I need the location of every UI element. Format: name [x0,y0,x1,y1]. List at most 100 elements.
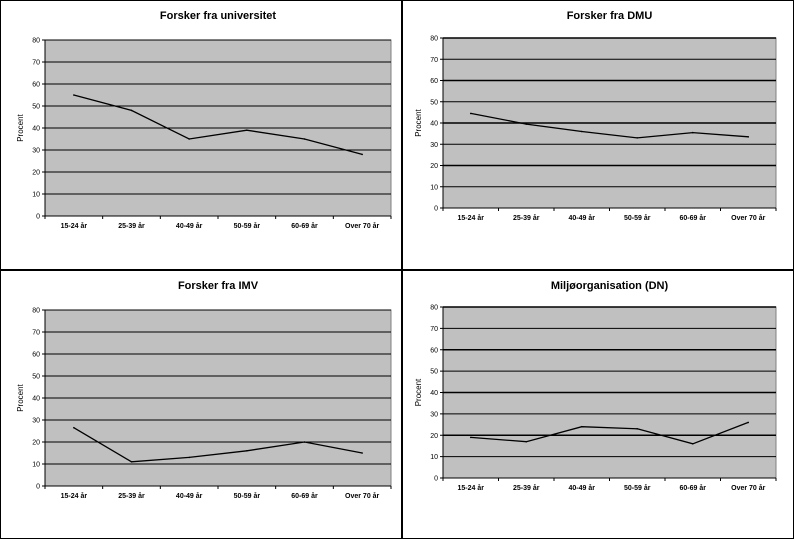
x-tick-label: 50-59 år [234,492,261,500]
y-axis-label: Procent [414,108,423,136]
y-axis-label: Procent [16,113,25,141]
data-point [73,94,75,96]
data-point [747,136,750,138]
x-tick-label: Over 70 år [731,484,766,492]
y-tick-label: 80 [430,305,438,312]
y-tick-label: 80 [430,36,438,43]
y-tick-label: 30 [430,142,438,149]
data-point [73,426,75,429]
data-point [130,109,133,112]
series-line [470,112,749,139]
y-tick-label: 20 [430,163,438,170]
y-axis-label: Procent [414,378,423,406]
data-point [246,129,248,131]
x-tick-label: 60-69 år [291,492,318,500]
data-point [469,436,472,439]
y-axis-label: Procent [16,383,25,411]
y-tick-label: 70 [32,60,40,67]
y-tick-label: 20 [32,170,40,177]
y-tick-label: 60 [430,347,438,354]
y-tick-label: 0 [434,206,438,213]
chart-svg-3: Miljøorganisation (DN) 0 10 20 30 40 50 60 70 80 1… [402,270,794,539]
x-tick-label: 60-69 år [680,214,707,222]
y-tick-label: 70 [430,326,438,333]
y-tick-label: 10 [32,462,40,469]
x-tick-label: 15-24 år [61,492,88,500]
data-point [580,425,583,428]
x-tick-label: 25-39 år [513,214,540,222]
x-tick-label: 40-49 år [176,222,203,230]
x-tick-label: 25-39 år [118,222,145,230]
data-point [469,112,472,115]
y-tick-label: 40 [430,121,438,128]
y-tick-label: 60 [32,82,40,89]
series-line [73,94,363,156]
y-tick-label: 50 [430,369,438,376]
chart-svg-0: Forsker fra universitet 0 10 20 30 40 50 60 70 80… [0,0,402,270]
x-tick-label: 15-24 år [458,214,485,222]
data-point [188,456,190,459]
y-tick-label: 80 [32,308,40,315]
y-tick-label: 60 [32,352,40,359]
chart-title: Miljøorganisation (DN) [551,280,669,292]
data-point [361,452,363,454]
data-point [636,428,639,430]
y-tick-label: 30 [32,148,40,155]
data-point [747,421,750,424]
x-tick-label: 25-39 år [513,484,540,492]
series-line [470,421,749,445]
series-line [73,427,363,463]
y-tick-label: 0 [434,476,438,483]
x-tick-label: Over 70 år [345,222,380,230]
data-point [636,137,639,139]
y-tick-label: 20 [430,433,438,440]
data-point [303,138,306,140]
y-tick-label: 30 [32,418,40,425]
y-tick-label: 80 [32,38,40,45]
y-tick-label: 60 [430,78,438,85]
y-tick-label: 0 [36,214,40,221]
x-tick-label: 40-49 år [176,492,203,500]
data-point [361,153,363,156]
data-point [691,443,694,445]
x-tick-label: Over 70 år [731,214,766,222]
data-point [580,130,583,133]
y-tick-label: 50 [32,104,40,111]
chart-svg-2: Forsker fra IMV 0 10 20 30 40 50 60 70 80 15-24 år… [0,270,402,539]
y-tick-label: 40 [430,390,438,397]
y-tick-label: 10 [32,192,40,199]
x-tick-label: 25-39 år [118,492,145,500]
x-tick-label: 50-59 år [624,214,651,222]
y-tick-label: 20 [32,440,40,447]
x-tick-label: 60-69 år [680,484,707,492]
x-tick-label: Over 70 år [345,492,380,500]
y-tick-label: 0 [36,484,40,491]
x-tick-label: 60-69 år [291,222,318,230]
data-point [188,138,190,140]
chart-panel-forsker-dmu: Forsker fra DMU 0 10 20 30 40 50 60 70 80 15-24 år… [402,0,794,270]
data-point [246,450,248,452]
x-tick-label: 50-59 år [234,222,261,230]
chart-panel-miljoorganisation: Miljøorganisation (DN) 0 10 20 30 40 50 60 70 80 1… [402,270,794,539]
data-point [525,123,528,125]
y-tick-label: 50 [430,99,438,106]
y-tick-label: 50 [32,374,40,381]
chart-panel-forsker-universitet: Forsker fra universitet 0 10 20 30 40 50 60 70 80… [0,0,402,270]
data-point [130,461,133,463]
y-tick-label: 40 [32,396,40,403]
data-point [691,131,694,134]
data-point [525,440,528,443]
x-tick-label: 50-59 år [624,484,651,492]
data-point [303,441,306,443]
x-tick-label: 40-49 år [569,484,596,492]
x-tick-label: 40-49 år [569,214,596,222]
chart-title: Forsker fra universitet [160,10,276,22]
y-tick-label: 40 [32,126,40,133]
chart-title: Forsker fra IMV [178,280,259,292]
chart-panel-forsker-imv: Forsker fra IMV 0 10 20 30 40 50 60 70 80 15-24 år… [0,270,402,539]
y-tick-label: 10 [430,184,438,191]
chart-title: Forsker fra DMU [567,10,653,22]
y-tick-label: 30 [430,411,438,418]
y-tick-label: 70 [430,57,438,64]
